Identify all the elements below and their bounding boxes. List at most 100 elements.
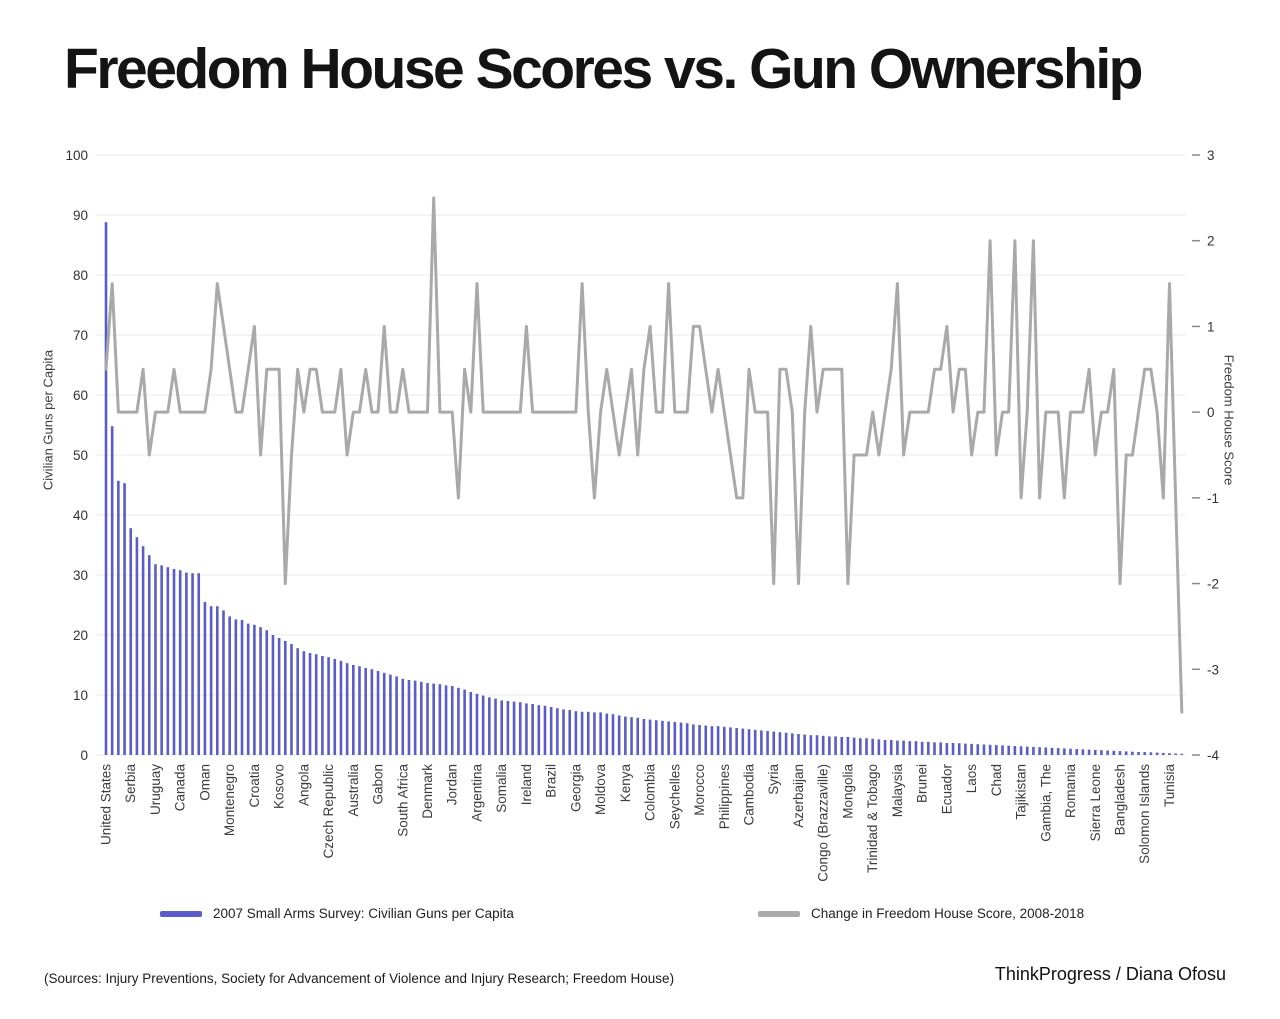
- bar: [117, 480, 120, 755]
- bar: [339, 660, 343, 755]
- guns-axis-tick-label: 40: [73, 508, 88, 523]
- bar: [1007, 745, 1010, 755]
- bar: [327, 657, 330, 755]
- bar: [988, 744, 992, 755]
- x-axis-country-label: Bangladesh: [1113, 764, 1128, 835]
- bar: [271, 635, 275, 755]
- bar: [685, 723, 689, 755]
- bar: [735, 728, 738, 755]
- bar: [110, 426, 114, 755]
- bar: [352, 665, 355, 755]
- bar: [927, 741, 930, 755]
- bar: [382, 672, 386, 755]
- x-axis-country-label: Tajikistan: [1014, 764, 1029, 820]
- bar: [135, 537, 139, 755]
- bar: [531, 704, 534, 755]
- x-axis-country-label: South Africa: [395, 764, 410, 837]
- bar: [426, 683, 429, 755]
- bar: [302, 651, 306, 755]
- bar: [821, 735, 825, 755]
- bar: [376, 671, 380, 755]
- bar: [908, 741, 912, 755]
- bar: [413, 680, 417, 755]
- bar: [494, 698, 497, 755]
- bar: [654, 720, 658, 755]
- bar: [716, 726, 720, 755]
- x-axis-country-label: Azerbaijan: [791, 764, 806, 828]
- bar: [859, 738, 862, 755]
- bar: [692, 724, 695, 755]
- bar: [172, 569, 176, 755]
- bar: [308, 653, 312, 755]
- bar: [475, 693, 479, 755]
- x-axis-country-label: Romania: [1063, 764, 1078, 819]
- bar: [648, 719, 652, 755]
- x-axis-country-label: Gambia, The: [1038, 764, 1053, 842]
- bar: [234, 619, 238, 755]
- bar: [636, 717, 640, 755]
- guns-legend-label: 2007 Small Arms Survey: Civilian Guns pe…: [213, 906, 514, 921]
- bar: [1013, 746, 1017, 755]
- bar: [679, 722, 683, 755]
- bar: [741, 728, 745, 755]
- bar: [154, 564, 157, 755]
- bar: [605, 713, 609, 755]
- x-axis-country-label: Angola: [296, 764, 311, 807]
- bar: [556, 708, 559, 755]
- x-axis-country-label: Australia: [346, 764, 361, 817]
- bar: [920, 741, 924, 755]
- bar: [624, 716, 627, 755]
- guns-axis-tick-label: 90: [73, 208, 88, 223]
- bar: [178, 570, 182, 755]
- bar: [265, 630, 269, 755]
- guns-axis-tick-label: 70: [73, 328, 88, 343]
- bar: [537, 705, 541, 755]
- x-axis-country-label: Somalia: [494, 764, 509, 813]
- bar: [1174, 753, 1177, 755]
- bar: [642, 719, 646, 755]
- bar: [611, 714, 615, 755]
- x-axis-country-label: Serbia: [123, 764, 138, 804]
- bar: [500, 700, 503, 755]
- bar: [469, 692, 473, 755]
- x-axis-country-label: Argentina: [470, 764, 485, 822]
- x-axis-country-label: Morocco: [692, 764, 707, 816]
- fh-axis-tick-label: -1: [1207, 491, 1219, 506]
- guns-axis-tick-label: 20: [73, 628, 88, 643]
- bar: [197, 573, 201, 755]
- bar: [667, 721, 670, 755]
- bar: [209, 606, 213, 755]
- bar: [246, 623, 250, 755]
- bar: [753, 729, 757, 755]
- bar: [185, 572, 188, 755]
- bar: [240, 620, 244, 755]
- x-axis-country-label: Trinidad & Tobago: [865, 764, 880, 873]
- bar: [1093, 749, 1097, 755]
- sources-note: (Sources: Injury Preventions, Society fo…: [44, 971, 675, 986]
- bar: [1100, 750, 1103, 755]
- bar: [370, 669, 374, 755]
- bar: [481, 695, 485, 755]
- bar: [1137, 752, 1140, 755]
- bar: [865, 738, 868, 755]
- bar: [147, 555, 151, 755]
- fh-legend-label: Change in Freedom House Score, 2008-2018: [811, 906, 1085, 921]
- bar: [123, 483, 126, 755]
- bar: [395, 676, 398, 755]
- x-axis-country-label: Laos: [964, 764, 979, 794]
- bar: [450, 686, 454, 755]
- bar: [982, 744, 986, 755]
- bar: [1112, 750, 1116, 755]
- bar: [296, 648, 299, 755]
- bar: [698, 725, 701, 755]
- bar: [840, 737, 844, 755]
- bar: [549, 707, 553, 755]
- bar: [1069, 748, 1072, 755]
- x-axis-country-label: United States: [99, 764, 114, 845]
- bar: [1124, 751, 1128, 755]
- bar: [889, 740, 893, 755]
- x-axis-country-label: Chad: [989, 764, 1004, 796]
- bar: [852, 737, 856, 755]
- bar: [784, 732, 788, 755]
- bar: [729, 727, 732, 755]
